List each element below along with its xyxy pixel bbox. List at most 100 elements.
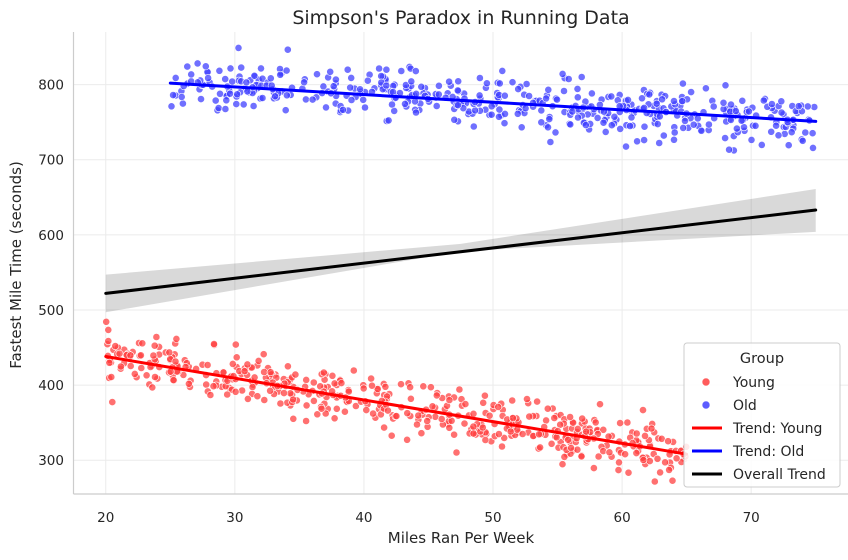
old-point <box>496 106 503 113</box>
young-point <box>185 380 192 387</box>
young-point <box>480 399 487 406</box>
old-point <box>552 129 559 136</box>
old-point <box>670 98 677 105</box>
young-point <box>229 360 236 367</box>
young-point <box>537 444 544 451</box>
old-point <box>732 108 739 115</box>
young-point <box>559 461 566 468</box>
young-point <box>108 373 115 380</box>
young-point <box>232 388 239 395</box>
young-point <box>267 369 274 376</box>
young-point <box>333 405 340 412</box>
young-point <box>446 424 453 431</box>
young-point <box>363 407 370 414</box>
young-point <box>150 352 157 359</box>
young-point <box>592 419 599 426</box>
old-point <box>383 66 390 73</box>
young-point <box>624 419 631 426</box>
old-point <box>809 144 816 151</box>
old-point <box>638 95 645 102</box>
old-point <box>680 124 687 131</box>
old-point <box>330 83 337 90</box>
young-point <box>381 424 388 431</box>
old-point <box>216 67 223 74</box>
old-point <box>227 65 234 72</box>
old-point <box>398 67 405 74</box>
old-point <box>547 138 554 145</box>
old-point <box>656 139 663 146</box>
old-point <box>641 123 648 130</box>
old-point <box>569 108 576 115</box>
old-point <box>283 67 290 74</box>
young-point <box>292 371 299 378</box>
old-point <box>357 86 364 93</box>
young-point <box>303 402 310 409</box>
old-point <box>626 122 633 129</box>
old-point <box>600 119 607 126</box>
young-point <box>429 403 436 410</box>
young-point <box>116 350 123 357</box>
young-point <box>143 372 150 379</box>
young-point <box>173 335 180 342</box>
old-point <box>240 101 247 108</box>
young-point <box>320 369 327 376</box>
old-point <box>545 86 552 93</box>
young-point <box>523 396 530 403</box>
old-point <box>259 94 266 101</box>
young-point <box>495 403 502 410</box>
old-point <box>235 44 242 51</box>
young-point <box>105 326 112 333</box>
old-point <box>722 82 729 89</box>
young-point <box>665 438 672 445</box>
young-point <box>543 417 550 424</box>
old-point <box>476 74 483 81</box>
old-point <box>574 94 581 101</box>
young-point <box>526 413 533 420</box>
old-point <box>348 96 355 103</box>
young-point <box>651 478 658 485</box>
old-point <box>388 101 395 108</box>
young-point <box>470 430 477 437</box>
young-point <box>579 415 586 422</box>
old-point <box>302 96 309 103</box>
young-point <box>438 415 445 422</box>
old-point <box>799 137 806 144</box>
young-point <box>241 368 248 375</box>
young-point <box>338 380 345 387</box>
old-point <box>197 96 204 103</box>
old-point <box>226 90 233 97</box>
y-axis-label: Fastest Mile Time (seconds) <box>7 161 25 369</box>
young-point <box>166 349 173 356</box>
old-point <box>496 80 503 87</box>
young-point <box>507 428 514 435</box>
legend-marker <box>702 378 710 386</box>
y-tick-label: 300 <box>38 453 64 469</box>
old-point <box>168 103 175 110</box>
young-point <box>137 352 144 359</box>
young-point <box>277 400 284 407</box>
young-point <box>509 397 516 404</box>
old-point <box>740 124 747 131</box>
young-point <box>244 361 251 368</box>
young-point <box>310 397 317 404</box>
old-point <box>401 100 408 107</box>
old-point <box>332 76 339 83</box>
young-point <box>640 457 647 464</box>
old-point <box>679 80 686 87</box>
young-point <box>606 449 613 456</box>
old-point <box>634 138 641 145</box>
old-point <box>758 141 765 148</box>
young-point <box>568 444 575 451</box>
young-point <box>210 383 217 390</box>
young-point <box>596 401 603 408</box>
x-tick-label: 50 <box>484 510 501 526</box>
old-point <box>215 105 222 112</box>
old-point <box>172 74 179 81</box>
old-point <box>656 113 663 120</box>
old-point <box>470 123 477 130</box>
young-point <box>397 381 404 388</box>
young-point <box>260 351 267 358</box>
old-point <box>184 63 191 70</box>
old-point <box>376 65 383 72</box>
old-point <box>660 132 667 139</box>
